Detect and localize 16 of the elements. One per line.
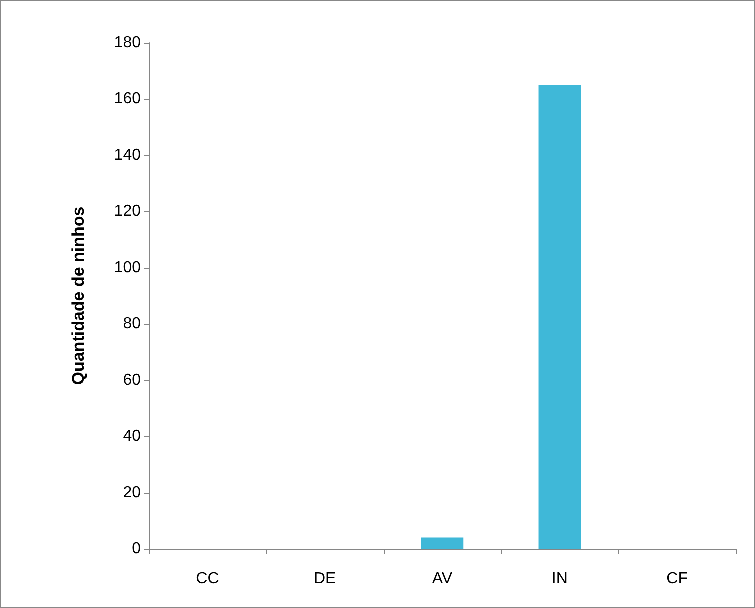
x-tick-label: CF (666, 570, 688, 588)
y-tick-label: 140 (114, 146, 142, 164)
x-tick-label: IN (552, 570, 568, 588)
x-tick-label: DE (314, 570, 336, 588)
y-tick-label: 0 (132, 540, 142, 558)
y-tick-label: 120 (114, 203, 142, 220)
x-tick-label: AV (432, 570, 453, 588)
y-tick-label: 40 (123, 428, 142, 446)
y-tick-label: 180 (114, 34, 142, 52)
y-tick-label: 100 (114, 259, 142, 276)
y-tick-label: 60 (123, 372, 142, 389)
y-tick-label: 20 (123, 484, 142, 502)
x-tick-label: CC (196, 570, 220, 588)
y-tick-label: 80 (123, 316, 142, 333)
y-tick-label: 160 (114, 90, 142, 108)
y-axis-title: Quantidade de ninhos (69, 206, 88, 386)
